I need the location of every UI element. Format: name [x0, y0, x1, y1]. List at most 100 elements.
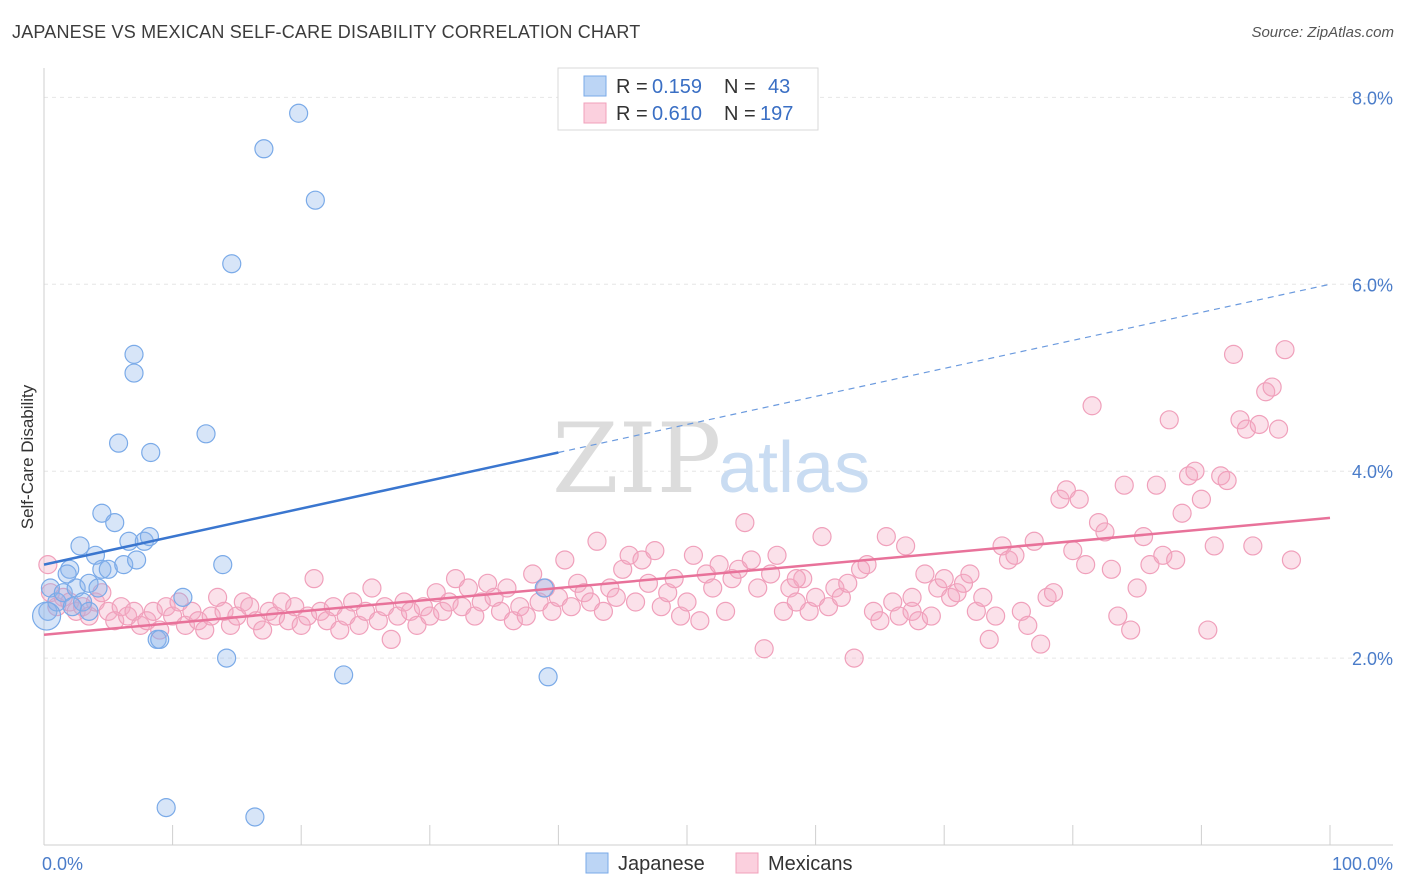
mexicans-point-76	[523, 564, 543, 584]
mexicans-point-52	[368, 611, 388, 631]
mexicans-point-84	[574, 583, 594, 603]
chart-title: JAPANESE VS MEXICAN SELF-CARE DISABILITY…	[12, 22, 641, 42]
japanese-point-40	[31, 601, 62, 631]
japanese-point-21	[124, 363, 144, 383]
mexicans-point-27	[208, 587, 228, 607]
x-tick-label-min: 0.0%	[42, 854, 83, 874]
mexicans-point-108	[728, 559, 749, 579]
mexicans-point-169	[1121, 620, 1141, 640]
mexicans-point-175	[1159, 410, 1179, 430]
series-japanese	[31, 103, 558, 827]
mexicans-point-146	[973, 587, 993, 607]
japanese-point-37	[334, 665, 354, 685]
mexicans-point-193	[1275, 340, 1295, 360]
x-tick-label-max: 100.0%	[1332, 854, 1393, 874]
mexicans-point-34	[253, 620, 273, 640]
mexicans-point-67	[465, 606, 485, 626]
axes	[43, 68, 1393, 846]
mexicans-point-125	[838, 573, 858, 593]
mexicans-point-62	[433, 601, 453, 621]
mexicans-point-95	[645, 541, 665, 561]
legend-r-label-japanese: R =	[616, 76, 648, 98]
x-tick-labels: 0.0% 100.0%	[42, 854, 1393, 874]
mexicans-point-179	[1185, 461, 1205, 481]
mexicans-point-71	[490, 601, 511, 621]
mexicans-point-166	[1101, 559, 1121, 579]
japanese-point-41	[57, 564, 77, 584]
mexicans-point-124	[831, 587, 851, 607]
mexicans-point-188	[1243, 536, 1263, 556]
mexicans-point-114	[767, 545, 787, 565]
japanese-point-14	[98, 559, 118, 579]
mexicans-point-161	[1069, 489, 1089, 509]
japanese-point-5	[66, 578, 86, 598]
mexicans-point-85	[580, 592, 601, 612]
japanese-point-12	[92, 559, 112, 579]
mexicans-point-148	[986, 606, 1006, 626]
mexicans-point-58	[407, 615, 427, 635]
mexicans-point-89	[606, 587, 626, 607]
mexicans-point-82	[561, 597, 581, 617]
japanese-point-34	[254, 139, 274, 159]
mexicans-point-116	[780, 578, 800, 598]
mexicans-point-160	[1063, 541, 1083, 561]
mexicans-point-11	[105, 611, 125, 631]
y-axis-label: Self-Care Disability	[18, 384, 37, 529]
legend-n-value-japanese: 43	[768, 76, 790, 98]
bottom-legend-swatch-japanese	[585, 852, 609, 874]
trend-lines	[43, 283, 1331, 636]
japanese-point-28	[173, 587, 193, 607]
mexicans-point-165	[1095, 522, 1115, 542]
watermark: ZIP atlas	[552, 403, 870, 515]
mexicans-point-93	[632, 550, 652, 570]
mexicans-point-187	[1236, 419, 1257, 439]
mexicans-point-133	[889, 606, 909, 626]
mexicans-point-111	[748, 578, 768, 598]
mexicans-point-75	[516, 606, 536, 626]
mexicans-point-117	[786, 592, 806, 612]
mexicans-point-135	[902, 601, 922, 621]
mexicans-point-182	[1204, 536, 1224, 556]
japanese-point-9	[79, 573, 99, 593]
mexicans-point-157	[1043, 583, 1064, 603]
mexicans-point-130	[870, 611, 890, 631]
japanese-point-31	[217, 648, 237, 668]
mexicans-point-46	[330, 620, 350, 640]
mexicans-point-66	[458, 578, 478, 598]
mexicans-point-64	[445, 569, 466, 589]
mexicans-point-36	[265, 606, 286, 626]
japanese-point-26	[150, 629, 170, 650]
mexicans-point-61	[426, 583, 446, 603]
mexicans-point-92	[625, 592, 646, 612]
japanese-point-6	[70, 536, 90, 556]
japanese-trend-extension	[558, 283, 1331, 454]
japanese-trend-line	[43, 451, 559, 566]
mexicans-point-109	[735, 512, 755, 533]
mexicans-point-100	[677, 592, 697, 612]
mexicans-point-136	[908, 611, 929, 631]
y-tick-label-3: 8.0%	[1352, 88, 1393, 108]
mexicans-point-185	[1223, 344, 1244, 364]
mexicans-point-131	[876, 527, 896, 547]
mexicans-point-79	[542, 601, 562, 621]
mexicans-point-54	[381, 629, 401, 650]
mexicans-point-119	[799, 601, 819, 621]
mexicans-point-105	[709, 555, 729, 575]
mexicans-point-99	[670, 606, 691, 626]
y-tick-label-0: 2.0%	[1352, 649, 1393, 669]
mexicans-trend-line	[43, 516, 1331, 636]
mexicans-point-81	[555, 550, 575, 570]
y-tick-label-1: 4.0%	[1352, 462, 1393, 482]
mexicans-point-192	[1268, 419, 1289, 439]
mexicans-point-87	[593, 601, 614, 621]
japanese-point-7	[72, 592, 93, 612]
japanese-point-1	[40, 578, 61, 598]
mexicans-point-118	[793, 569, 813, 589]
mexicans-point-174	[1153, 545, 1173, 565]
mexicans-point-180	[1191, 489, 1212, 509]
mexicans-point-151	[1005, 545, 1025, 565]
mexicans-point-140	[934, 569, 954, 589]
mexicans-point-17	[143, 601, 163, 621]
mexicans-point-177	[1172, 503, 1192, 523]
